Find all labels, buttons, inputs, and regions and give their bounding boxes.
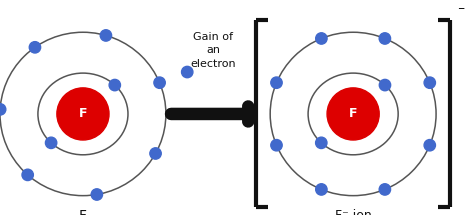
Ellipse shape [316, 137, 327, 149]
Ellipse shape [379, 184, 391, 195]
Ellipse shape [327, 88, 379, 140]
Ellipse shape [150, 148, 161, 159]
Text: F: F [79, 108, 87, 120]
Text: ⁻: ⁻ [457, 4, 465, 18]
Text: F: F [79, 209, 87, 215]
Text: Gain of
an
electron: Gain of an electron [191, 32, 236, 69]
Ellipse shape [22, 169, 33, 181]
Ellipse shape [271, 140, 282, 151]
Ellipse shape [91, 189, 102, 200]
Ellipse shape [379, 79, 391, 91]
Ellipse shape [316, 184, 327, 195]
Ellipse shape [379, 33, 391, 44]
Ellipse shape [182, 66, 193, 78]
Ellipse shape [0, 104, 6, 115]
Ellipse shape [271, 77, 282, 88]
Ellipse shape [109, 79, 120, 91]
Ellipse shape [424, 140, 436, 151]
Ellipse shape [154, 77, 165, 88]
Ellipse shape [424, 77, 436, 88]
Ellipse shape [29, 42, 41, 53]
Text: F: F [349, 108, 357, 120]
Ellipse shape [57, 88, 109, 140]
Ellipse shape [100, 30, 111, 41]
Text: F⁻ ion: F⁻ ion [335, 209, 372, 215]
Ellipse shape [316, 33, 327, 44]
Ellipse shape [46, 137, 57, 149]
